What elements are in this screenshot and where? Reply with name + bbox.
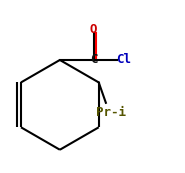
Text: C: C	[90, 53, 97, 66]
Text: O: O	[90, 23, 97, 36]
Text: Pr-i: Pr-i	[96, 106, 126, 119]
Text: Cl: Cl	[117, 53, 132, 66]
